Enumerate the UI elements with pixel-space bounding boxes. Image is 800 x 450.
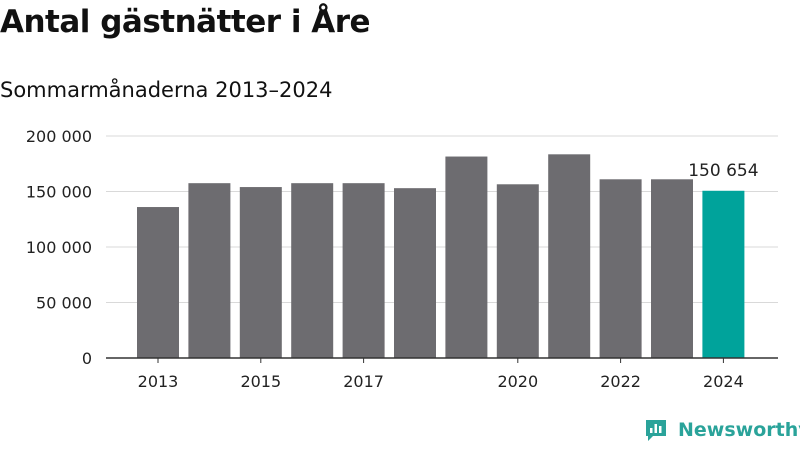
bar <box>137 207 179 358</box>
bar <box>651 179 693 358</box>
bar <box>445 156 488 358</box>
x-tick-label: 2024 <box>703 372 744 391</box>
brand-name: Newsworthy <box>678 419 800 441</box>
newsworthy-logo-icon <box>646 420 666 441</box>
bar <box>342 183 385 358</box>
bar <box>702 190 745 358</box>
bar <box>188 183 231 358</box>
x-tick-label: 2017 <box>343 372 384 391</box>
x-tick-label: 2015 <box>240 372 281 391</box>
bar <box>394 188 436 358</box>
bar <box>496 184 539 358</box>
chart-title: Antal gästnätter i Åre <box>0 4 371 40</box>
y-tick-label: 0 <box>82 349 92 368</box>
bar <box>239 187 282 358</box>
y-tick-label: 150 000 <box>26 183 92 202</box>
chart-subtitle: Sommarmånaderna 2013–2024 <box>0 78 333 102</box>
bar <box>548 154 591 358</box>
x-tick-label: 2020 <box>497 372 538 391</box>
x-tick-label: 2013 <box>138 372 179 391</box>
y-tick-label: 100 000 <box>26 238 92 257</box>
data-label: 150 654 <box>688 161 758 181</box>
bar <box>291 183 334 358</box>
bar <box>599 179 642 358</box>
brand-logo: Newsworthy <box>644 418 800 442</box>
y-tick-label: 200 000 <box>26 127 92 146</box>
x-tick-label: 2022 <box>600 372 641 391</box>
y-tick-label: 50 000 <box>36 294 92 313</box>
